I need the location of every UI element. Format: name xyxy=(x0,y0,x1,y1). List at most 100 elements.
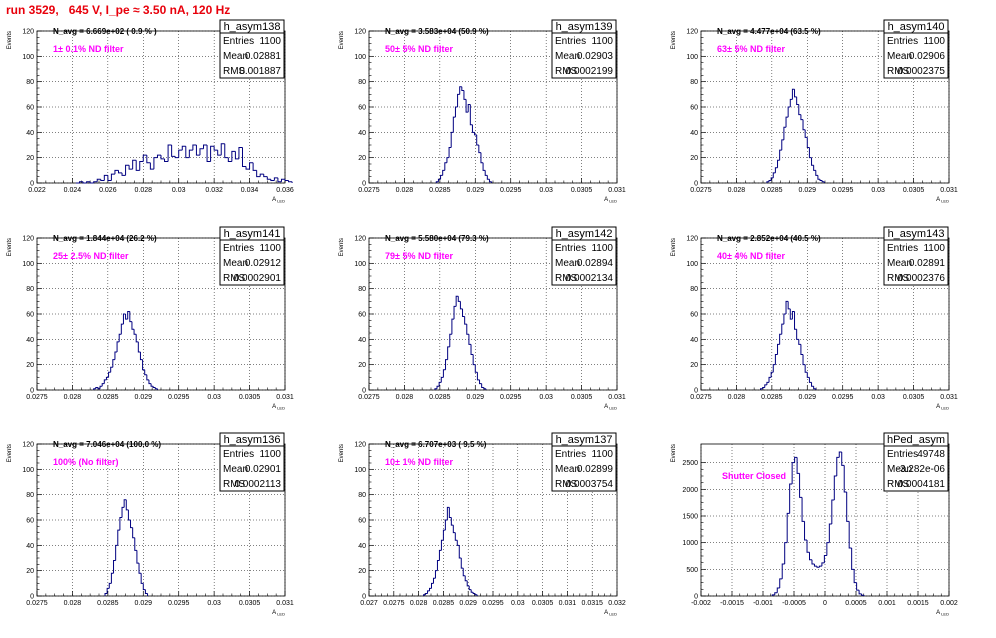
histogram-bin xyxy=(148,379,152,385)
y-tick-label: 80 xyxy=(26,492,34,499)
histogram-bin xyxy=(476,372,480,381)
histogram-bin xyxy=(440,174,443,180)
x-tick-label: 0.001 xyxy=(878,600,896,607)
y-tick-label: 0 xyxy=(30,388,34,395)
stats-box: hPed_asym Entries 49748 Mean-3.282e-06 RMS0.… xyxy=(883,432,949,492)
stat-value: 0.02912 xyxy=(245,258,282,269)
histogram-bin xyxy=(806,540,810,553)
y-tick-label: 80 xyxy=(358,79,366,86)
histogram-bin xyxy=(108,371,111,378)
histogram-pad-h_asym136: 0.0275 0.028 0.0285 0.029 0.0295 0.03 0.0305 0.… xyxy=(7,432,294,617)
histogram-bin xyxy=(808,147,812,159)
histogram-bin xyxy=(468,585,472,591)
histogram-bin xyxy=(449,333,452,347)
histogram-bin xyxy=(135,160,140,171)
x-tick-label: 0.0285 xyxy=(97,394,119,401)
y-tick-label: 0 xyxy=(694,388,698,395)
x-tick-label: 0.0285 xyxy=(761,187,783,194)
histogram-bin xyxy=(811,382,814,387)
x-axis-label: A LED xyxy=(936,404,949,411)
stat-value: 1100 xyxy=(591,243,613,254)
stat-value: 1100 xyxy=(923,243,945,254)
histogram-bin xyxy=(468,334,472,345)
stat-value: 1100 xyxy=(259,36,281,47)
histogram-bin xyxy=(791,310,795,320)
x-tick-label: 0.03 xyxy=(539,394,553,401)
histogram-bin xyxy=(263,174,268,178)
histogram-bin xyxy=(483,387,486,390)
x-tick-label: 0.036 xyxy=(276,187,294,194)
stat-label: Entries xyxy=(223,243,254,254)
histogram-bin xyxy=(779,578,783,588)
y-tick-label: 80 xyxy=(690,286,698,293)
histogram-bin xyxy=(120,323,124,335)
histogram-bin xyxy=(460,558,464,569)
y-axis-label: Events xyxy=(339,31,345,49)
histogram-bin xyxy=(164,158,169,162)
histogram-bin xyxy=(86,181,91,183)
histogram-bin xyxy=(466,324,469,335)
histogram-bin xyxy=(101,383,105,387)
histogram-bin xyxy=(117,529,120,546)
stat-label: RMS xyxy=(555,273,578,284)
x-tick-label: 0.0015 xyxy=(907,600,929,607)
x-tick-label: 0.031 xyxy=(608,394,626,401)
histogram-bin xyxy=(454,106,458,118)
y-axis-label: Events xyxy=(7,238,13,256)
histogram-bin xyxy=(154,387,158,390)
histogram-bin xyxy=(800,114,804,121)
histogram-bins xyxy=(93,310,158,390)
x-tick-label: 0.0005 xyxy=(845,600,867,607)
histogram-pad-h_asym138: 0.022 0.024 0.026 0.028 0.03 0.032 0.034 0.036 0… xyxy=(7,19,294,204)
histogram-bin xyxy=(781,323,784,335)
stats-box-frame xyxy=(219,432,285,492)
histogram-bin xyxy=(442,529,446,541)
histogram-bin xyxy=(152,386,156,388)
stat-value: 0.001887 xyxy=(239,66,281,77)
histogram-bin xyxy=(132,159,137,170)
histogram-bins xyxy=(104,499,149,596)
x-tick-label: 0.028 xyxy=(396,394,414,401)
histogram-bin xyxy=(856,582,860,591)
histogram-bin xyxy=(112,359,115,368)
x-tick-label: 0.0295 xyxy=(168,600,190,607)
y-tick-label: 0 xyxy=(362,181,366,188)
histogram-bin xyxy=(794,89,797,98)
y-tick-label: 40 xyxy=(358,130,366,137)
stat-value: 0.0002901 xyxy=(234,273,282,284)
histogram-bin xyxy=(779,333,782,345)
hist-name: hPed_asym xyxy=(887,434,945,446)
y-tick-label: 120 xyxy=(22,442,34,449)
histogram-bin xyxy=(122,313,126,325)
histogram-bin xyxy=(789,308,793,320)
histogram-pad-h_asym143: 0.0275 0.028 0.0285 0.029 0.0295 0.03 0.0305 0.… xyxy=(671,226,958,411)
filter-label: Shutter Closed xyxy=(722,471,786,481)
histogram-bin xyxy=(153,157,158,170)
histogram-bin xyxy=(238,147,243,159)
filter-label: 10± 1% ND filter xyxy=(385,457,453,467)
y-tick-label: 100 xyxy=(354,54,366,61)
histogram-bin xyxy=(838,451,842,458)
x-tick-label: 0.028 xyxy=(410,600,428,607)
histogram-bins xyxy=(434,295,487,390)
x-tick-label: 0.0285 xyxy=(429,187,451,194)
histogram-pad-hPed_asym: -0.002 -0.0015 -0.001 -0.0005 0 0.0005 0.001 0.… xyxy=(671,432,958,617)
x-tick-label: 0.029 xyxy=(799,394,817,401)
histogram-bin xyxy=(249,162,254,170)
histogram-bin xyxy=(435,181,439,183)
x-tick-label: 0.0285 xyxy=(429,394,451,401)
histogram-bin xyxy=(138,563,142,574)
x-tick-label: 0.026 xyxy=(99,187,117,194)
hist-name: h_asym142 xyxy=(556,228,613,240)
x-tick-label: 0.029 xyxy=(135,394,153,401)
histogram-bin xyxy=(125,314,128,320)
histogram-bin xyxy=(851,548,855,570)
histogram-bin xyxy=(818,565,822,568)
histogram-bin xyxy=(470,344,474,356)
histogram-bin xyxy=(777,343,780,355)
histogram-bin xyxy=(445,359,448,370)
histogram-bin xyxy=(478,145,481,154)
stat-value: 1100 xyxy=(259,243,281,254)
histogram-bin xyxy=(79,181,84,183)
y-tick-label: 20 xyxy=(690,155,698,162)
